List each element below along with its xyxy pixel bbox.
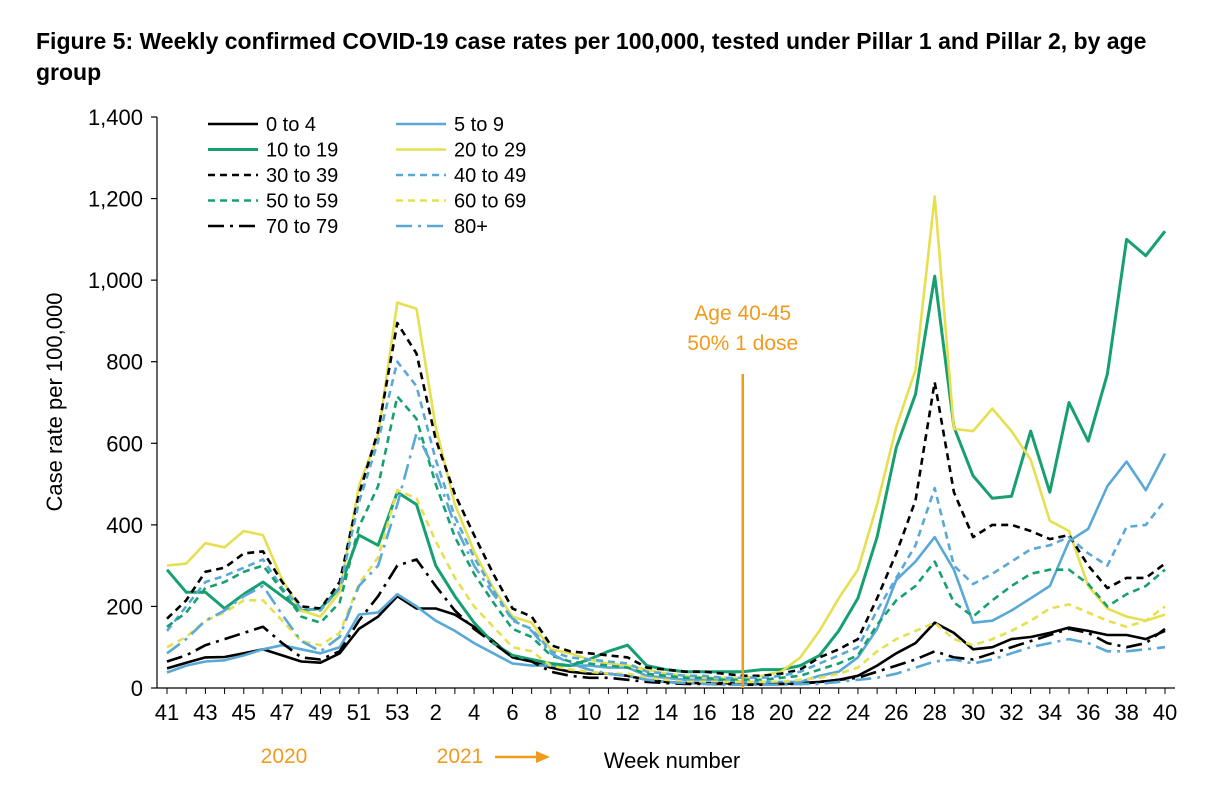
legend-label: 10 to 19 (266, 140, 338, 162)
x-tick-label: 20 (769, 700, 793, 725)
x-tick-label: 22 (807, 700, 831, 725)
series-line-10-to-19 (165, 230, 1167, 674)
x-tick-label: 28 (922, 700, 946, 725)
series-layer (165, 195, 1167, 687)
x-tick-label: 14 (654, 700, 678, 725)
x-tick-label: 16 (692, 700, 716, 725)
series-line-30-to-39 (166, 321, 1166, 678)
x-tick-label: 6 (506, 700, 518, 725)
year-label-2021: 2021 (437, 745, 484, 768)
x-tick-label: 53 (385, 700, 409, 725)
y-tick-label: 800 (106, 350, 143, 375)
x-tick-label: 51 (347, 700, 371, 725)
series-line-40-to-49 (165, 360, 1167, 680)
x-tick-label: 41 (155, 700, 179, 725)
x-tick-label: 36 (1076, 700, 1100, 725)
legend-label: 0 to 4 (266, 114, 316, 136)
legend-label: 70 to 79 (266, 216, 338, 238)
y-tick-label: 400 (106, 513, 143, 538)
legend-label: 30 to 39 (266, 165, 338, 187)
x-tick-label: 40 (1153, 700, 1177, 725)
x-tick-label: 24 (846, 700, 870, 725)
x-axis-label: Week number (604, 748, 741, 773)
y-tick-label: 1,000 (88, 268, 143, 293)
series-line-0-to-4 (166, 594, 1166, 686)
series-line-20-to-29 (166, 195, 1166, 680)
year-arrow-head-icon (536, 751, 550, 763)
series-line-5-to-9 (166, 452, 1167, 684)
legend-label: 20 to 29 (454, 140, 526, 162)
x-tick-label: 10 (577, 700, 601, 725)
x-tick-label: 43 (193, 700, 217, 725)
x-tick-label: 34 (1038, 700, 1062, 725)
x-tick-label: 26 (884, 700, 908, 725)
x-tick-label: 45 (232, 700, 256, 725)
x-tick-label: 38 (1114, 700, 1138, 725)
series-line-60-to-69 (166, 488, 1166, 684)
x-tick-label: 30 (961, 700, 985, 725)
y-tick-label: 0 (131, 676, 143, 701)
annotation-text: Age 40-45 (694, 302, 791, 325)
annotation-layer: Age 40-45 50% 1 dose (687, 302, 798, 688)
y-tick-label: 600 (106, 431, 143, 456)
x-tick-label: 2 (430, 700, 442, 725)
x-tick-label: 12 (615, 700, 639, 725)
x-tick-label: 49 (308, 700, 332, 725)
x-tick-label: 47 (270, 700, 294, 725)
legend: 0 to 4 5 to 9 10 to 19 20 to 29 30 to 39 40 t… (208, 114, 526, 238)
y-tick-label: 1,200 (88, 187, 143, 212)
annotation-text: 50% 1 dose (687, 332, 798, 355)
x-tick-label: 18 (731, 700, 755, 725)
y-tick-label: 200 (106, 594, 143, 619)
legend-label: 5 to 9 (454, 114, 504, 136)
axes: 0 200 400 600 800 1,000 1,200 1,400 41 43 45 47 49 51… (88, 105, 1177, 768)
series-line-50-to-59 (166, 395, 1166, 682)
chart-title: Figure 5: Weekly confirmed COVID-19 case… (36, 28, 1147, 85)
y-axis-label: Case rate per 100,000 (42, 293, 67, 512)
y-tick-label: 1,400 (88, 105, 143, 130)
x-tick-label: 32 (999, 700, 1023, 725)
series-line-80- (166, 431, 1166, 687)
legend-label: 80+ (454, 216, 488, 238)
legend-label: 50 to 59 (266, 191, 338, 213)
x-tick-label: 8 (545, 700, 557, 725)
legend-label: 40 to 49 (454, 165, 526, 187)
year-label-2020: 2020 (261, 745, 308, 768)
x-tick-label: 4 (468, 700, 480, 725)
legend-label: 60 to 69 (454, 191, 526, 213)
